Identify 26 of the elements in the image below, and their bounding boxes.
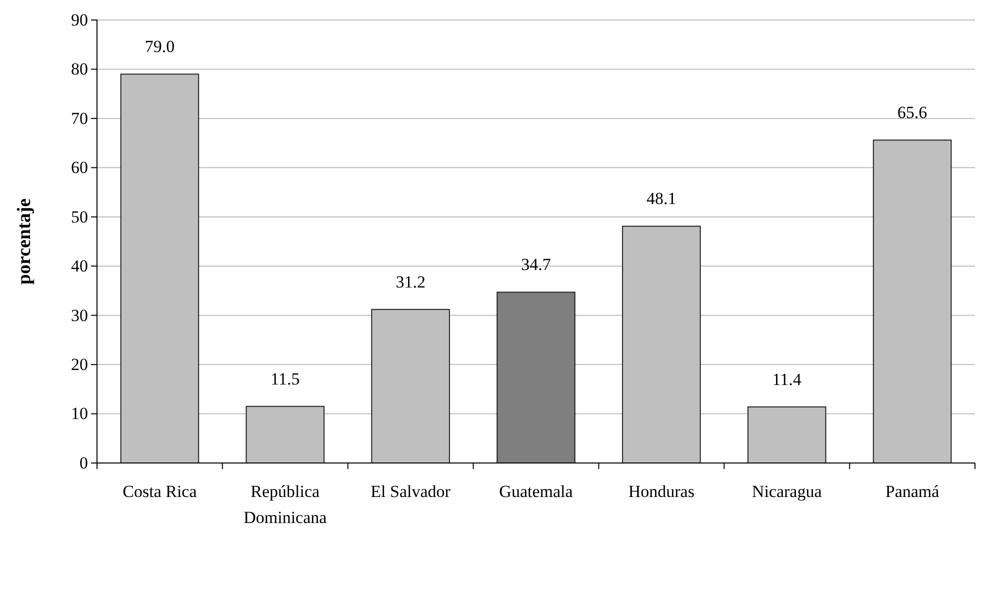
x-tick-label: República Dominicana <box>244 482 328 527</box>
y-tick-label: 80 <box>71 60 88 79</box>
data-label: 48.1 <box>646 189 676 208</box>
x-tick-label: Nicaragua <box>752 482 822 501</box>
y-axis-title: porcentaje <box>14 198 35 285</box>
y-tick-label: 50 <box>71 207 88 226</box>
x-tick-label: Panamá <box>885 482 940 501</box>
x-tick-label: Costa Rica <box>122 482 198 501</box>
y-tick-label: 0 <box>80 453 88 472</box>
y-tick-label: 30 <box>71 306 88 325</box>
y-tick-label: 90 <box>71 10 88 30</box>
data-label: 11.5 <box>270 369 300 388</box>
data-label: 79.0 <box>144 37 175 56</box>
data-label: 34.7 <box>521 255 552 274</box>
x-tick-label: El Salvador <box>370 482 451 501</box>
x-tick-label: Honduras <box>628 482 694 501</box>
y-tick-label: 20 <box>71 354 88 374</box>
y-tick-label: 10 <box>71 404 88 424</box>
bar <box>496 292 576 464</box>
data-label: 31.2 <box>396 272 426 292</box>
x-tick-label: Guatemala <box>499 482 574 501</box>
y-tick-label: 40 <box>71 256 88 276</box>
y-tick-label: 70 <box>71 108 88 128</box>
data-label: 11.4 <box>772 370 802 389</box>
y-tick-label: 60 <box>71 158 88 178</box>
data-label: 65.6 <box>897 103 928 122</box>
